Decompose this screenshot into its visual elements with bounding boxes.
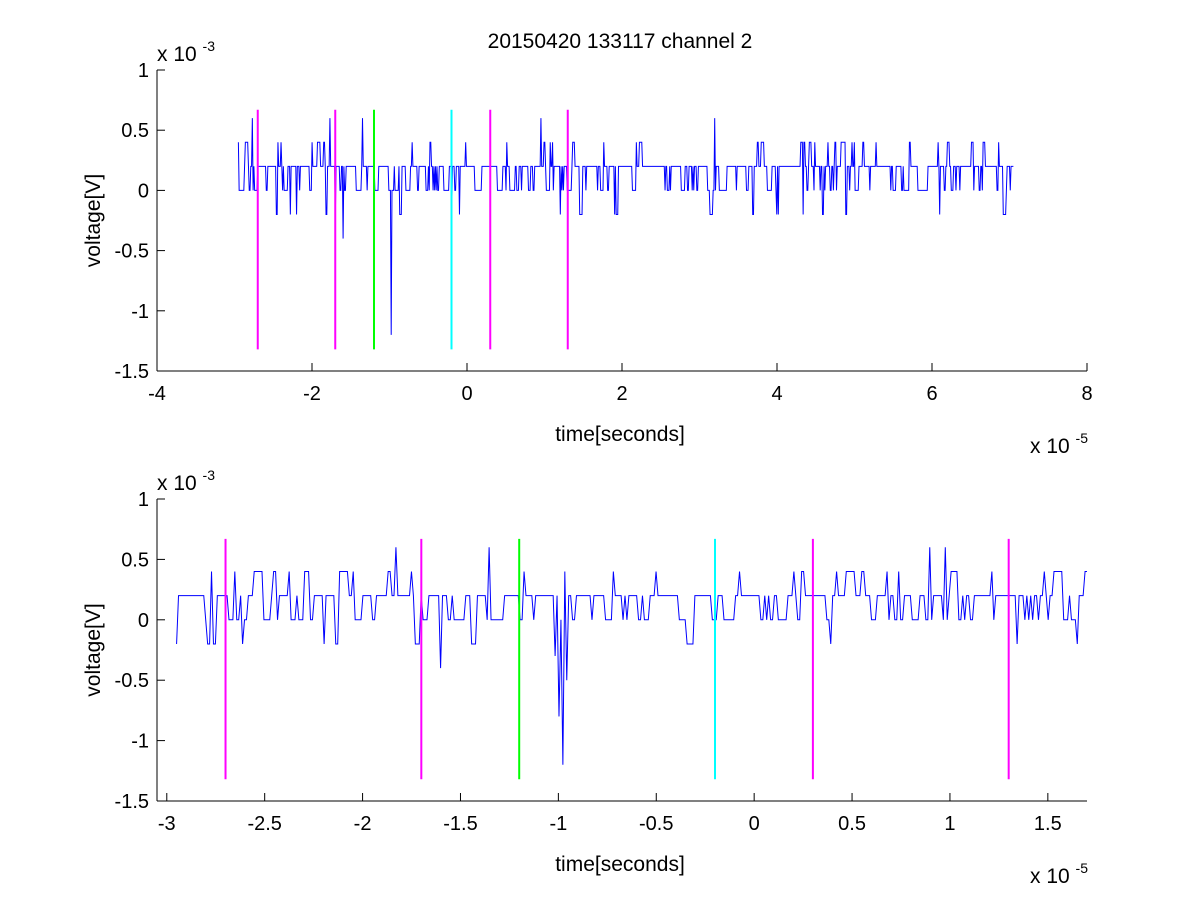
y-axis-label: voltage[V] — [82, 603, 105, 696]
signal-series-line — [237, 118, 1014, 335]
x-tick-label: -2.5 — [247, 813, 281, 835]
y-tick-label: 0 — [138, 610, 149, 632]
x-tick-label: 8 — [1081, 383, 1092, 405]
x-tick-label: 6 — [926, 383, 937, 405]
y-tick-label: 0.5 — [121, 549, 149, 571]
x-axis-label: time[seconds] — [555, 423, 685, 446]
signal-series-line — [176, 547, 1087, 765]
y-tick-label: 0 — [138, 180, 149, 202]
x-tick-label: 2 — [616, 383, 627, 405]
x-tick-label: 0 — [461, 383, 472, 405]
top-plot: -4 -2 0 2 4 6 8 -1.5 -1 -0.5 0 0.5 1 time[seconds] vol… — [82, 38, 1093, 458]
x-exponent-label: x 10 -5 — [1030, 860, 1088, 888]
x-tick-label: 1.5 — [1034, 813, 1062, 835]
y-tick-label: 1 — [138, 60, 149, 82]
y-axis-label: voltage[V] — [82, 174, 105, 267]
x-tick-label: -2 — [354, 813, 372, 835]
x-tick-label: 1 — [944, 813, 955, 835]
x-tick-label: -2 — [303, 383, 321, 405]
x-tick-label: 0 — [749, 813, 760, 835]
y-tick-label: -0.5 — [115, 670, 149, 692]
y-exponent-label: x 10 -3 — [157, 38, 215, 66]
plots-container: -4 -2 0 2 4 6 8 -1.5 -1 -0.5 0 0.5 1 time[seconds] vol… — [82, 38, 1093, 888]
x-tick-label: 4 — [771, 383, 782, 405]
y-tick-label: -1.5 — [115, 791, 149, 813]
x-tick-label: -4 — [148, 383, 166, 405]
y-tick-label: 0.5 — [121, 120, 149, 142]
x-tick-label: -1 — [549, 813, 567, 835]
y-tick-label: -0.5 — [115, 241, 149, 263]
x-tick-label: -1.5 — [443, 813, 477, 835]
y-tick-label: 1 — [138, 489, 149, 511]
bottom-plot: -3 -2.5 -2 -1.5 -1 -0.5 0 0.5 1 1.5 -1.5 -1 -0.5 0 0.5… — [82, 467, 1088, 888]
y-tick-label: -1 — [131, 301, 149, 323]
x-axis-label: time[seconds] — [555, 853, 685, 876]
x-tick-label: -0.5 — [639, 813, 673, 835]
x-tick-label: 0.5 — [838, 813, 866, 835]
y-tick-label: -1.5 — [115, 361, 149, 383]
y-exponent-label: x 10 -3 — [157, 467, 215, 495]
y-tick-label: -1 — [131, 731, 149, 753]
x-tick-label: -3 — [158, 813, 176, 835]
x-exponent-label: x 10 -5 — [1030, 430, 1088, 458]
figure-title: 20150420 133117 channel 2 — [488, 30, 753, 53]
